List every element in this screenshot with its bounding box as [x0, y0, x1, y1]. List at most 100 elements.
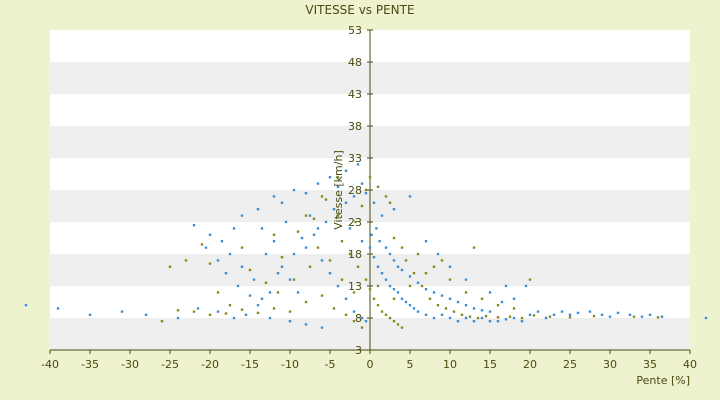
data-point: [552, 313, 556, 316]
data-point: [632, 315, 636, 318]
data-point: [400, 246, 404, 249]
data-point: [280, 201, 284, 204]
y-tick-label: 13: [348, 280, 362, 293]
data-point: [348, 252, 352, 256]
data-point: [576, 311, 580, 315]
data-point: [548, 315, 552, 318]
data-point: [496, 304, 500, 307]
data-point: [432, 316, 436, 320]
data-point: [452, 310, 456, 313]
data-point: [364, 320, 368, 323]
y-tick-labels: 38131823283338434853: [348, 24, 373, 357]
data-point: [368, 246, 372, 249]
data-point: [472, 320, 476, 323]
data-point: [384, 195, 388, 198]
data-point: [292, 278, 296, 281]
data-point: [436, 252, 440, 256]
data-point: [232, 227, 236, 230]
data-point: [364, 188, 368, 192]
data-point: [384, 313, 388, 316]
data-point: [375, 227, 378, 230]
data-point: [324, 220, 328, 224]
data-point: [380, 272, 384, 275]
data-point: [336, 214, 340, 217]
data-point: [200, 243, 204, 246]
data-point: [320, 195, 324, 198]
data-point: [472, 307, 476, 310]
y-tick-label: 53: [348, 24, 362, 37]
y-tick-label: 48: [348, 56, 362, 69]
x-axis-label: Pente [%]: [636, 374, 690, 387]
y-tick-label: 43: [348, 88, 362, 101]
data-point: [648, 313, 652, 316]
x-tick-label: 10: [443, 358, 457, 371]
x-tick-label: 25: [563, 358, 577, 371]
data-point: [248, 268, 252, 272]
data-point: [480, 309, 484, 312]
data-point: [292, 252, 296, 256]
data-point: [332, 208, 336, 211]
data-point: [320, 294, 324, 297]
data-point: [260, 227, 264, 230]
data-point: [352, 195, 356, 198]
data-point: [378, 240, 381, 243]
data-point: [500, 300, 504, 304]
data-point: [376, 265, 380, 268]
data-point: [176, 309, 180, 312]
data-point: [344, 201, 348, 204]
data-point: [244, 313, 248, 316]
x-tick-label: 0: [367, 358, 374, 371]
x-tick-label: -25: [161, 358, 179, 371]
data-point: [344, 313, 348, 316]
data-point: [656, 316, 660, 319]
data-point: [324, 198, 328, 201]
data-point: [404, 300, 408, 304]
data-point: [388, 316, 392, 320]
data-point: [456, 300, 460, 304]
data-point: [560, 310, 564, 313]
data-point: [476, 316, 480, 320]
data-point: [144, 313, 148, 316]
data-point: [356, 163, 360, 166]
data-point: [88, 313, 92, 316]
data-point: [388, 201, 392, 204]
data-point: [344, 169, 348, 172]
data-point: [320, 326, 324, 329]
data-point: [308, 265, 312, 268]
data-point: [252, 278, 256, 281]
y-tick-label: 38: [348, 120, 362, 133]
data-point: [284, 220, 288, 224]
data-point: [192, 310, 196, 313]
data-point: [376, 284, 380, 288]
data-point: [608, 315, 612, 318]
data-point: [280, 265, 284, 268]
data-point: [224, 272, 228, 275]
x-tick-label: -10: [281, 358, 299, 371]
x-tick-label: 20: [523, 358, 537, 371]
data-point: [600, 313, 604, 316]
data-point: [304, 192, 308, 195]
data-point: [448, 316, 452, 320]
y-axis-label: Vitesse [km/h]: [332, 150, 345, 230]
data-point: [292, 188, 296, 192]
data-point: [232, 316, 236, 320]
data-point: [628, 313, 632, 316]
data-point: [424, 240, 428, 243]
data-point: [296, 291, 300, 294]
y-tick-label: 3: [355, 344, 362, 357]
data-point: [660, 315, 664, 318]
data-point: [360, 316, 364, 320]
x-tick-label: 30: [603, 358, 617, 371]
data-point: [208, 233, 212, 236]
data-point: [352, 310, 356, 313]
data-point: [316, 182, 320, 185]
data-point: [440, 313, 444, 316]
data-point: [256, 311, 260, 315]
data-point: [412, 307, 416, 310]
data-point: [260, 297, 264, 300]
data-point: [280, 256, 284, 259]
x-tick-label: -5: [325, 358, 336, 371]
x-tick-label: -35: [81, 358, 99, 371]
